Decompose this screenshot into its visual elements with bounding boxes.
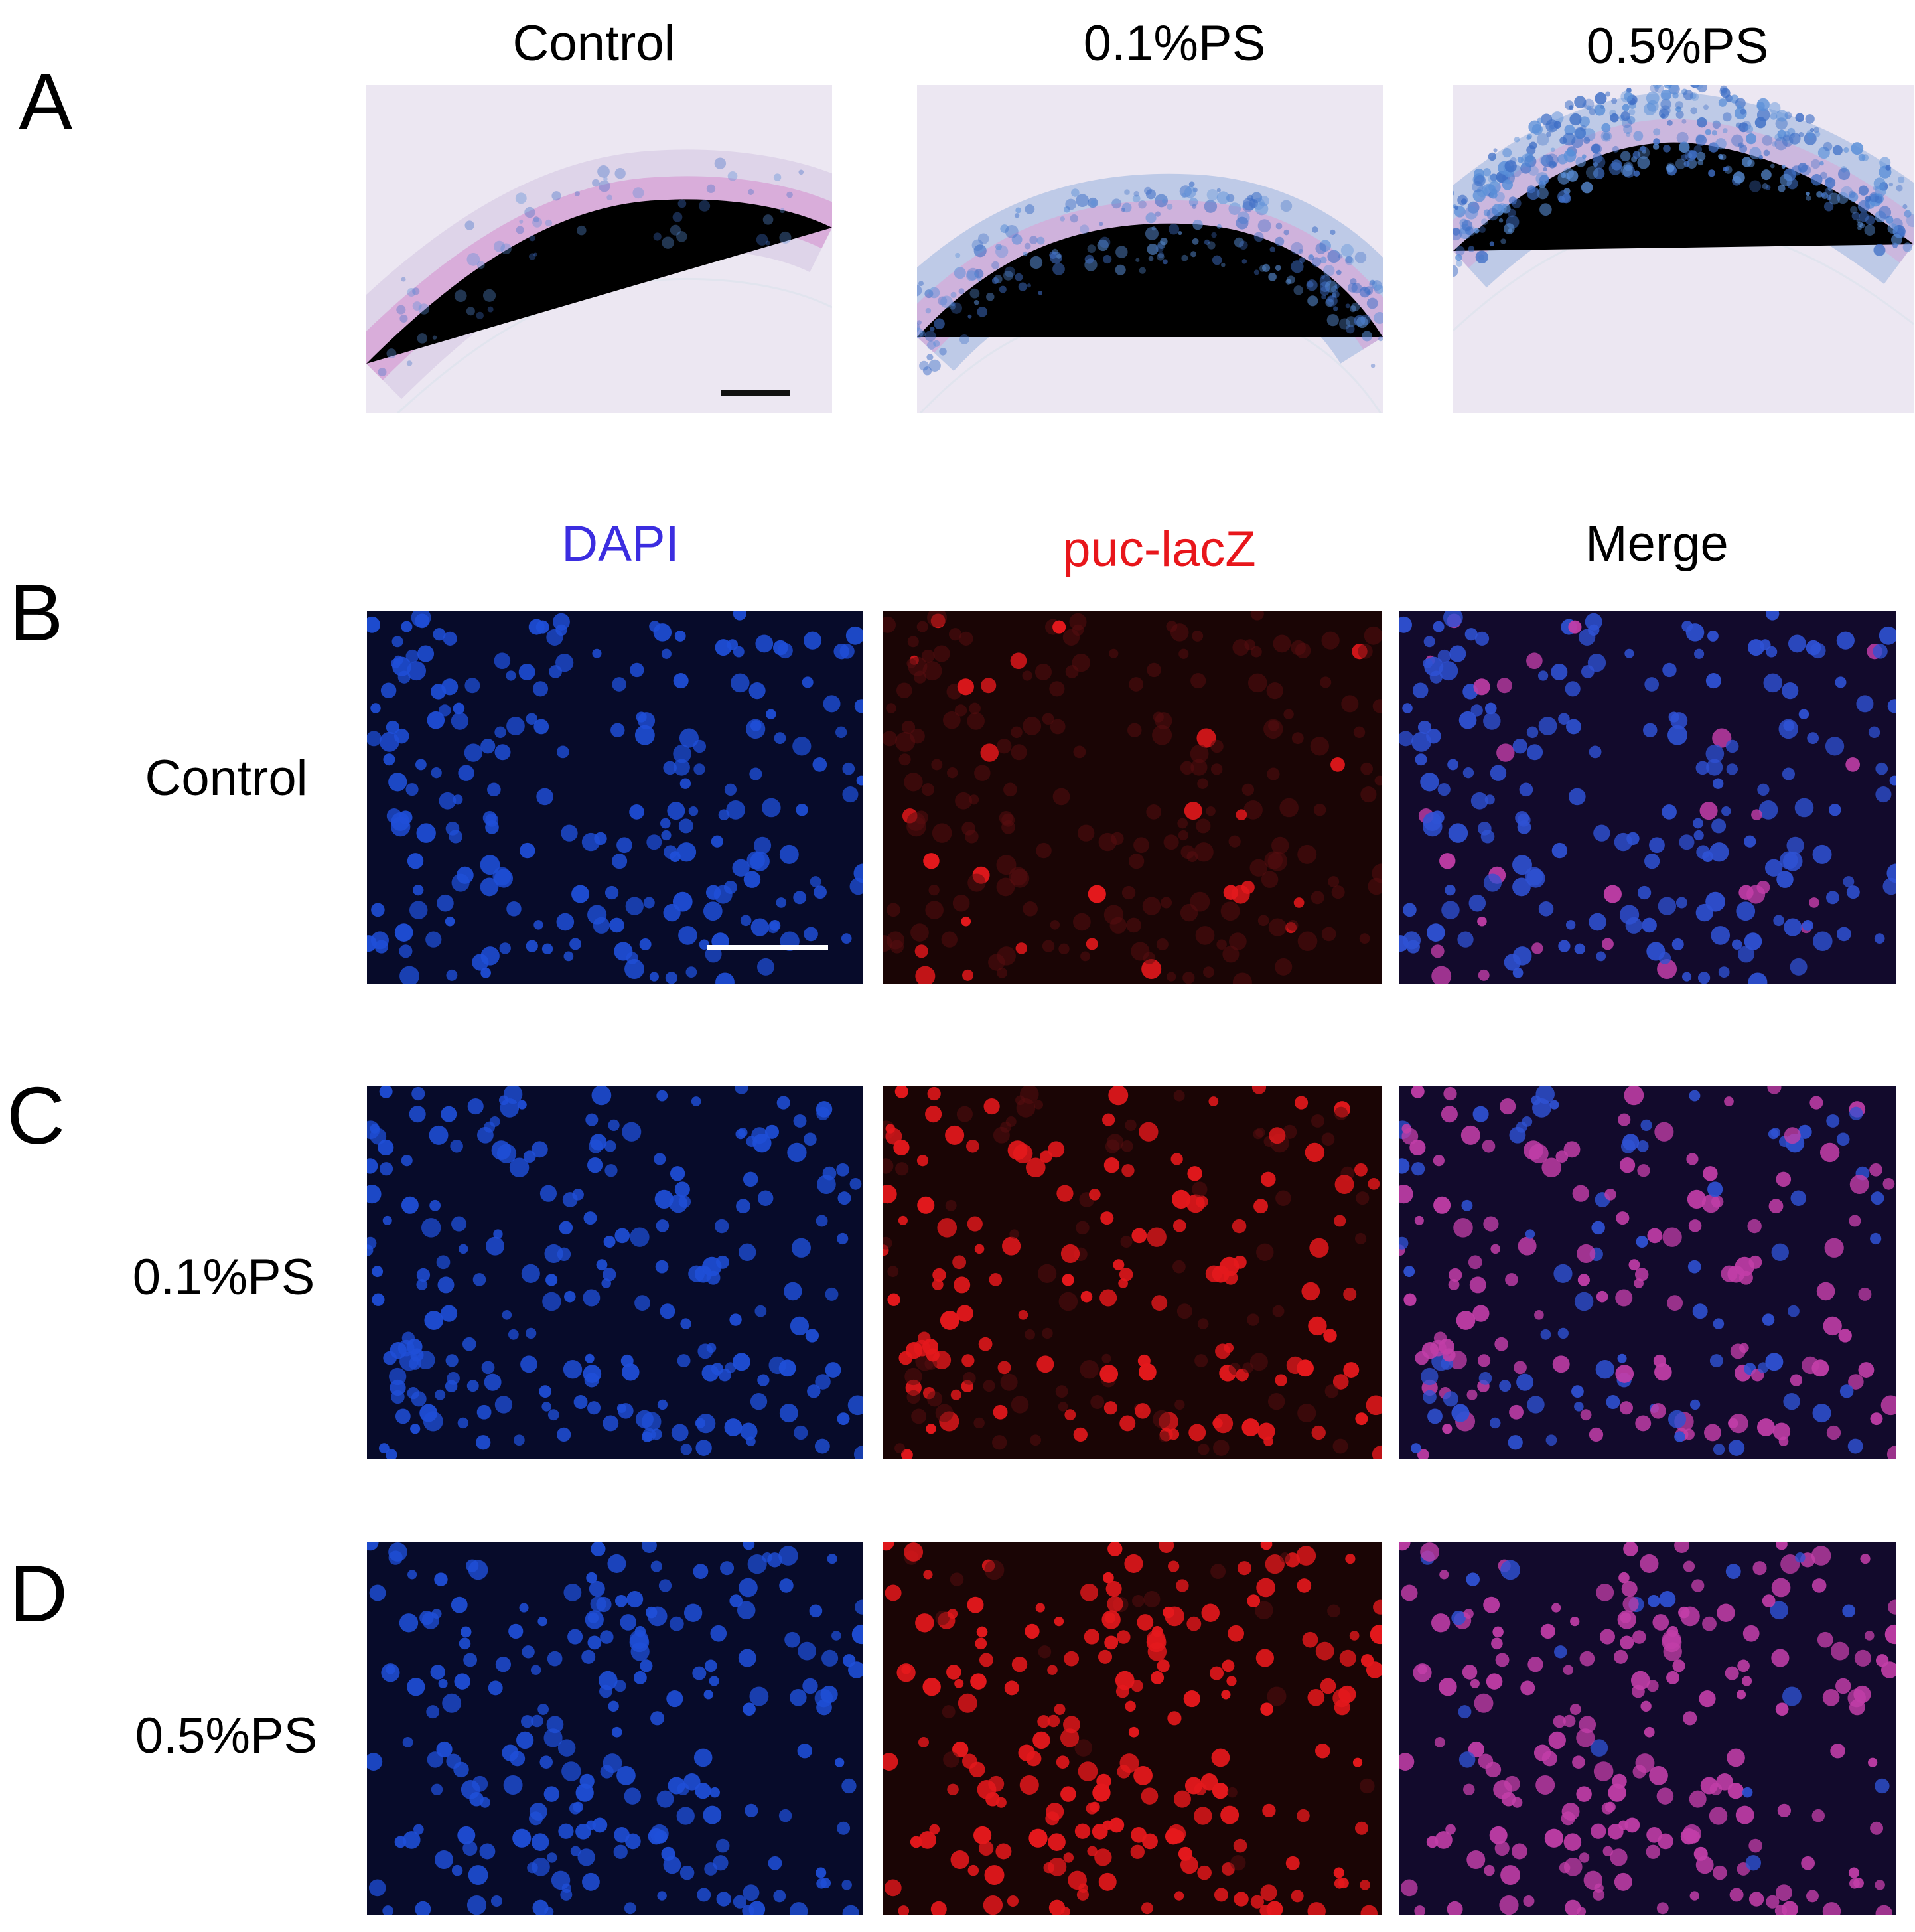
row-a-photo-control <box>366 85 832 413</box>
row-label-0-1ps: 0.1%PS <box>132 1249 315 1305</box>
panel-letter-a: A <box>19 56 73 147</box>
row-a-header-0-5ps: 0.5%PS <box>1586 18 1769 74</box>
fluorescence-0-5ps-merge-svg <box>1399 1542 1896 1915</box>
channel-header-merge: Merge <box>1585 516 1729 572</box>
row-a-header-0-1ps: 0.1%PS <box>1083 15 1266 72</box>
fluorescence-0-1ps-merge <box>1399 1086 1896 1459</box>
panel-letter-b: B <box>9 567 64 658</box>
panel-letter-c: C <box>7 1071 66 1161</box>
row-label-control: Control <box>145 750 308 806</box>
row-label-0-5ps: 0.5%PS <box>135 1708 318 1764</box>
scale-bar-a <box>721 390 790 396</box>
row-a-photo-0-1ps-svg <box>917 85 1383 413</box>
channel-header-puc-lacz: puc-lacZ <box>1062 521 1256 577</box>
scale-bar-b <box>707 945 828 950</box>
fluorescence-control-dapi <box>367 611 863 984</box>
fluorescence-0-5ps-puc-lacz-svg <box>883 1542 1382 1915</box>
panel-letter-d: D <box>9 1548 68 1639</box>
fluorescence-0-5ps-merge <box>1399 1542 1896 1915</box>
fluorescence-0-5ps-puc-lacz <box>883 1542 1382 1915</box>
row-a-header-control: Control <box>512 15 675 72</box>
fluorescence-0-1ps-dapi-svg <box>367 1086 863 1459</box>
fluorescence-0-1ps-puc-lacz-svg <box>883 1086 1382 1459</box>
fluorescence-0-1ps-puc-lacz <box>883 1086 1382 1459</box>
fluorescence-control-puc-lacz-svg <box>883 611 1382 984</box>
fluorescence-0-5ps-dapi <box>367 1542 863 1915</box>
fluorescence-control-dapi-svg <box>367 611 863 984</box>
fluorescence-control-merge <box>1399 611 1896 984</box>
row-a-photo-0-5ps-svg <box>1453 85 1914 413</box>
row-a-photo-0-5ps <box>1453 85 1914 413</box>
fluorescence-0-5ps-dapi-svg <box>367 1542 863 1915</box>
row-a-photo-0-1ps <box>917 85 1383 413</box>
fluorescence-0-1ps-dapi <box>367 1086 863 1459</box>
fluorescence-control-merge-svg <box>1399 611 1896 984</box>
row-a-photo-control-svg <box>366 85 832 413</box>
fluorescence-control-puc-lacz <box>883 611 1382 984</box>
channel-header-dapi: DAPI <box>561 516 679 572</box>
fluorescence-0-1ps-merge-svg <box>1399 1086 1896 1459</box>
